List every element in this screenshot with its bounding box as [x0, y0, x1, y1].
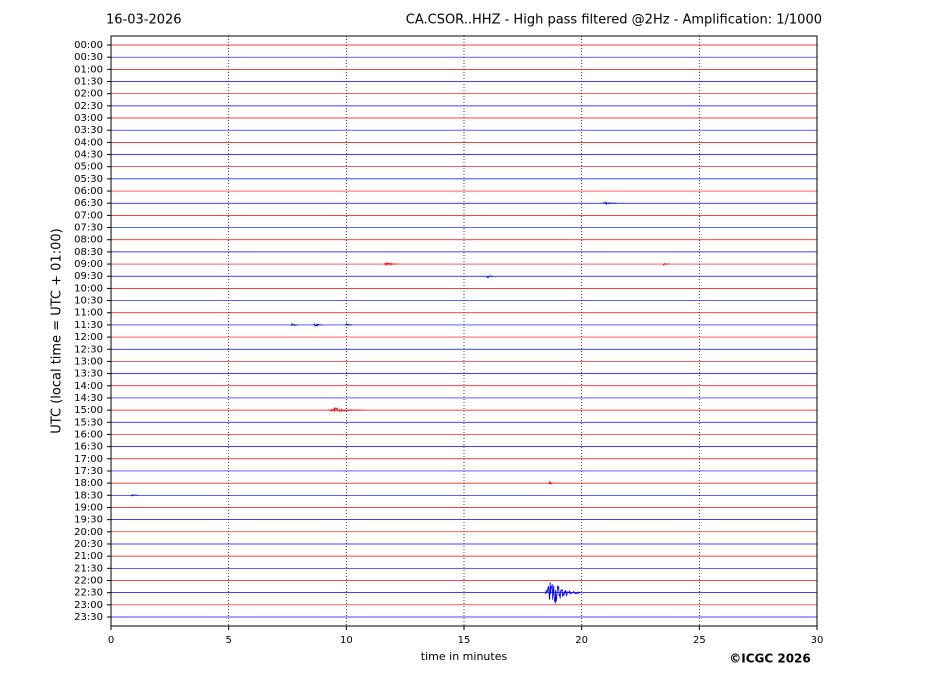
x-tick-label: 25	[693, 635, 706, 646]
y-tick-label: 07:30	[74, 223, 103, 234]
y-tick-label: 17:30	[74, 466, 103, 477]
y-tick-label: 09:30	[74, 271, 103, 282]
y-tick-label: 16:30	[74, 442, 103, 453]
y-tick-label: 09:00	[74, 259, 103, 270]
y-tick-label: 15:30	[74, 417, 103, 428]
event	[548, 480, 554, 486]
y-tick-label: 02:00	[74, 89, 103, 100]
event	[345, 323, 353, 327]
plot-frame	[110, 35, 818, 627]
x-tick-label: 30	[811, 635, 824, 646]
y-tick-label: 16:00	[74, 429, 103, 440]
y-tick-label: 01:00	[74, 64, 103, 75]
y-tick-label: 08:00	[74, 235, 103, 246]
y-tick-label: 20:00	[74, 527, 103, 538]
y-tick-label: 14:30	[74, 393, 103, 404]
x-tick-label: 10	[340, 635, 353, 646]
credit: ©ICGC 2026	[729, 652, 811, 666]
y-tick-label: 12:00	[74, 332, 103, 343]
y-tick-label: 03:30	[74, 125, 103, 136]
y-tick-label: 23:00	[74, 600, 103, 611]
event	[328, 407, 364, 413]
y-tick-label: 18:00	[74, 478, 103, 489]
y-tick-label: 13:00	[74, 356, 103, 367]
y-tick-label: 05:00	[74, 162, 103, 173]
y-tick-label: 06:00	[74, 186, 103, 197]
y-tick-label: 07:00	[74, 210, 103, 221]
y-axis-label: UTC (local time = UTC + 01:00)	[50, 228, 65, 433]
y-tick-label: 04:30	[74, 150, 103, 161]
x-tick-label: 20	[575, 635, 588, 646]
y-tick-label: 19:00	[74, 502, 103, 513]
y-tick-label: 19:30	[74, 515, 103, 526]
y-tick-label: 10:30	[74, 296, 103, 307]
x-tick-label: 0	[108, 635, 114, 646]
y-tick-label: 03:00	[74, 113, 103, 124]
event	[313, 323, 323, 327]
event	[383, 261, 398, 266]
y-tick-label: 14:00	[74, 381, 103, 392]
chart-title: CA.CSOR..HHZ - High pass filtered @2Hz -…	[406, 13, 822, 28]
y-tick-label: 17:00	[74, 454, 103, 465]
x-axis-label: time in minutes	[421, 650, 508, 663]
y-tick-label: 00:30	[74, 52, 103, 63]
event	[544, 582, 581, 605]
y-tick-label: 01:30	[74, 77, 103, 88]
event	[662, 262, 670, 267]
x-tick-label: 15	[458, 635, 471, 646]
y-tick-label: 10:00	[74, 283, 103, 294]
y-tick-label: 06:30	[74, 198, 103, 209]
y-tick-label: 21:30	[74, 563, 103, 574]
event	[486, 275, 494, 279]
y-tick-label: 12:30	[74, 344, 103, 355]
event	[130, 494, 138, 497]
y-tick-label: 02:30	[74, 101, 103, 112]
y-tick-label: 15:00	[74, 405, 103, 416]
y-tick-label: 20:30	[74, 539, 103, 550]
y-tick-label: 08:30	[74, 247, 103, 258]
y-tick-label: 22:30	[74, 588, 103, 599]
y-tick-label: 13:30	[74, 369, 103, 380]
y-tick-label: 23:30	[74, 612, 103, 623]
y-tick-label: 11:30	[74, 320, 103, 331]
event	[602, 201, 617, 206]
y-tick-label: 18:30	[74, 490, 103, 501]
x-tick-label: 5	[225, 635, 231, 646]
y-tick-label: 21:00	[74, 551, 103, 562]
y-tick-label: 22:00	[74, 575, 103, 586]
date: 16-03-2026	[106, 13, 182, 28]
y-tick-label: 05:30	[74, 174, 103, 185]
event	[290, 322, 298, 327]
y-tick-label: 04:00	[74, 137, 103, 148]
y-tick-label: 00:00	[74, 40, 103, 51]
y-tick-label: 11:00	[74, 308, 103, 319]
